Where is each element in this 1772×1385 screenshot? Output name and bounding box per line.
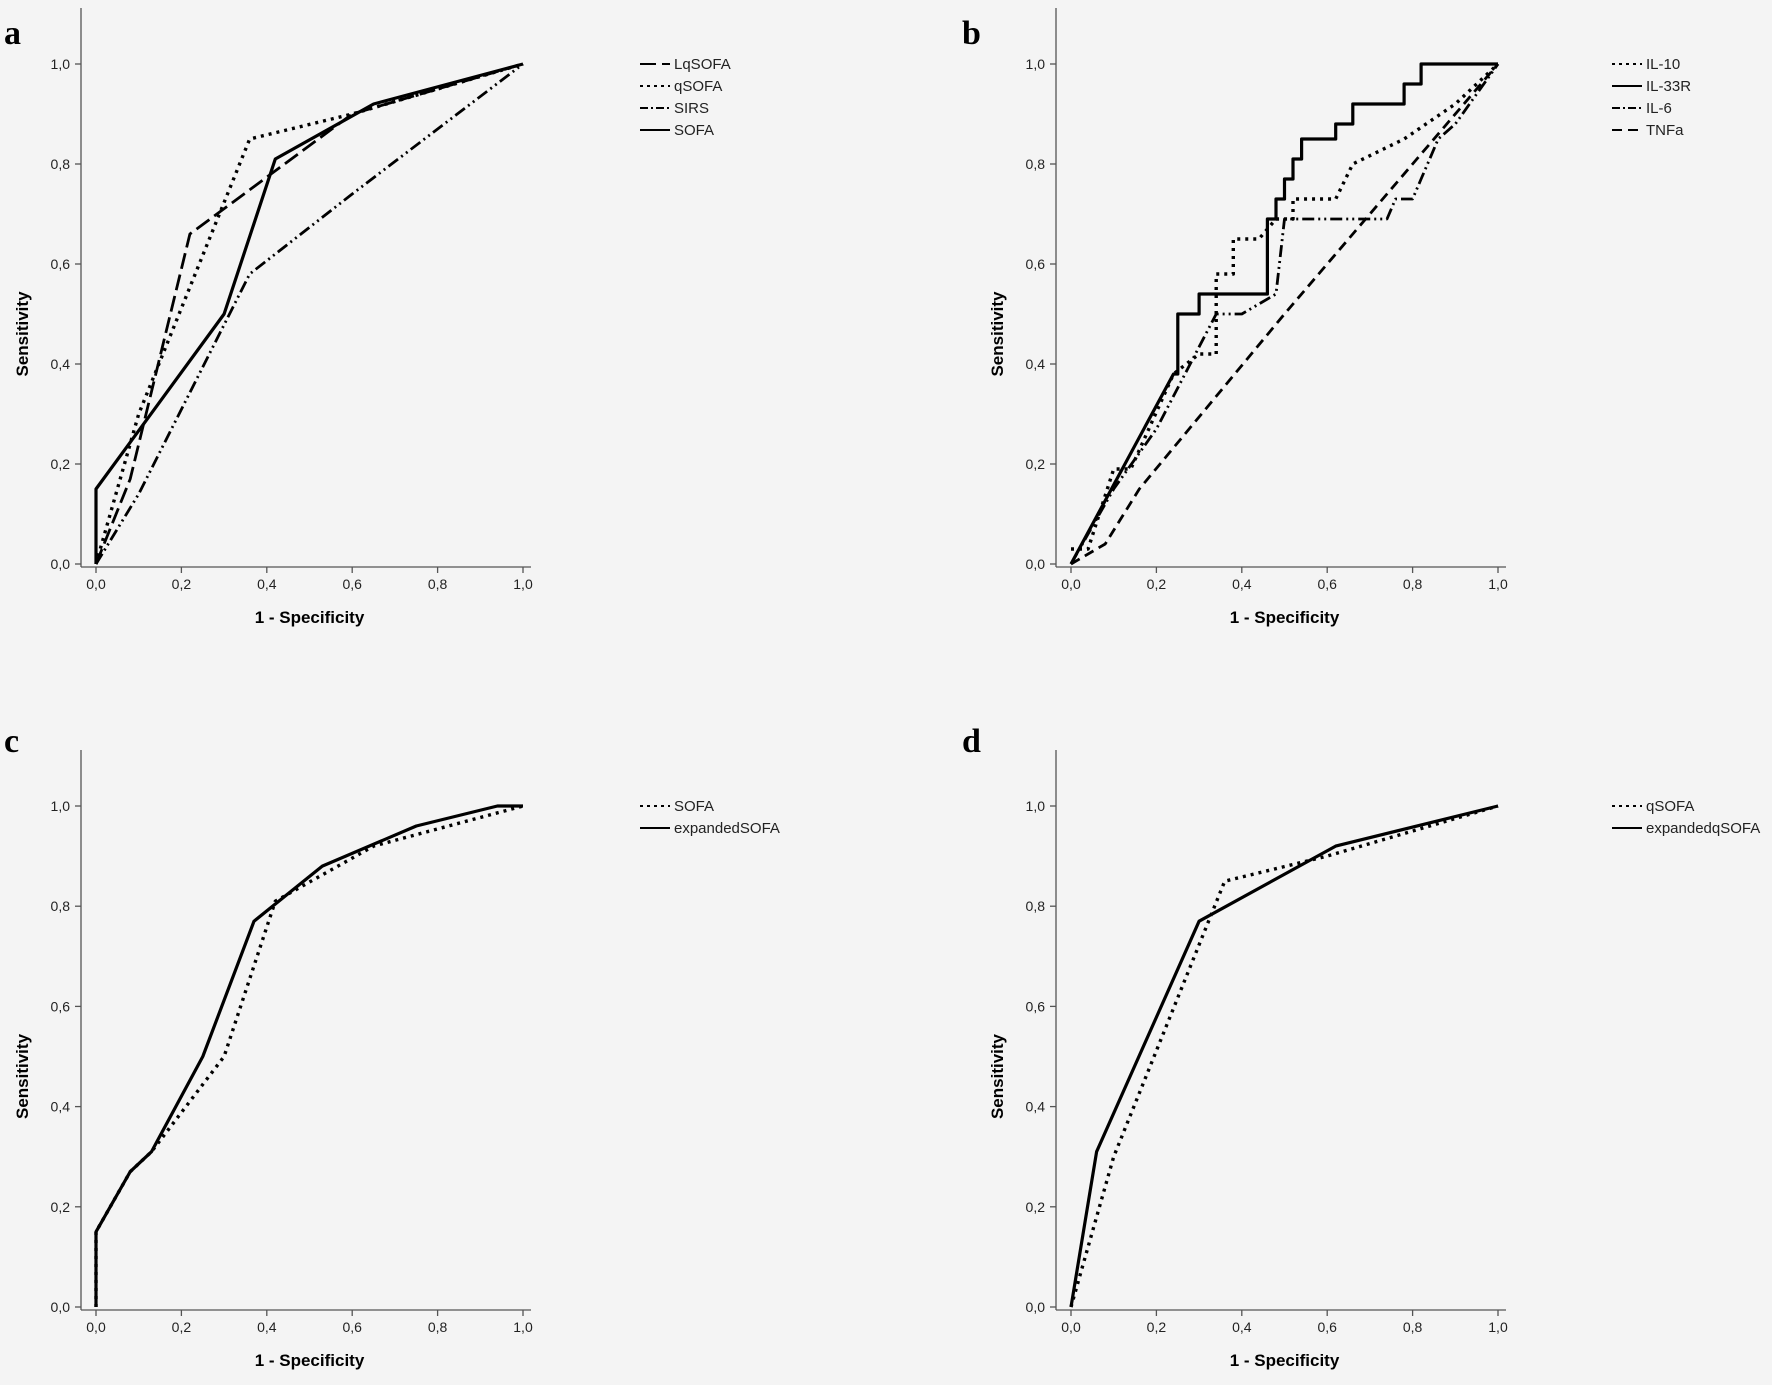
y-tick-label: 1,0 [51,798,71,814]
legend-label: TNFa [1646,122,1684,139]
series-line-tnfa [1070,63,1500,566]
chart-panel-d: d 0,0 0,2 0,4 0,6 0,8 1,0 0,0 0,2 0,4 0,6 0,8 1,0 1 -… [962,723,1760,1370]
x-tick-label: 1,0 [513,576,533,592]
x-tick-label: 0,8 [1403,1319,1423,1335]
x-tick-label: 0,6 [342,1319,362,1335]
x-axis-title: 1 - Specificity [1230,1351,1340,1370]
y-tick-label: 0,6 [1026,998,1046,1014]
x-tick-label: 0,6 [1317,576,1337,592]
y-tick-label: 0,2 [51,1199,71,1215]
series-line-il-6 [1069,63,1500,565]
y-tick-label: 0,0 [1026,1299,1046,1315]
x-axis-title: 1 - Specificity [255,1351,365,1370]
y-tick-label: 0,2 [51,456,71,472]
panel-letter: c [4,723,19,760]
y-tick-label: 0,4 [1026,356,1046,372]
x-tick-label: 0,8 [1403,576,1423,592]
legend-label: IL-10 [1646,56,1680,73]
legend-label: qSOFA [1646,798,1694,815]
y-tick-label: 1,0 [1026,56,1046,72]
y-tick-label: 0,0 [51,556,71,572]
y-tick-label: 0,4 [51,356,71,372]
x-tick-label: 0,8 [428,576,448,592]
series-line-sofa [94,62,524,564]
x-tick-label: 0,4 [257,1319,277,1335]
y-axis-title: Sensitivity [13,291,32,377]
x-tick-label: 1,0 [1488,576,1508,592]
x-tick-label: 1,0 [1488,1319,1508,1335]
y-tick-label: 0,8 [51,156,71,172]
x-tick-label: 0,4 [1232,1319,1252,1335]
x-tick-label: 0,2 [1147,1319,1167,1335]
y-tick-label: 1,0 [51,56,71,72]
panel-letter: b [962,15,981,52]
x-tick-label: 1,0 [513,1319,533,1335]
x-tick-label: 0,0 [1061,1319,1081,1335]
y-tick-label: 1,0 [1026,798,1046,814]
y-tick-label: 0,8 [1026,156,1046,172]
y-tick-label: 0,6 [1026,256,1046,272]
y-tick-label: 0,0 [1026,556,1046,572]
y-tick-label: 0,8 [51,898,71,914]
y-tick-label: 0,2 [1026,456,1046,472]
x-tick-label: 0,2 [1147,576,1167,592]
x-axis-title: 1 - Specificity [255,608,365,627]
x-tick-label: 0,0 [86,1319,106,1335]
x-tick-label: 0,2 [172,576,192,592]
y-tick-label: 0,8 [1026,898,1046,914]
y-tick-label: 0,6 [51,998,71,1014]
x-tick-label: 0,2 [172,1319,192,1335]
series-line-expandedsofa [94,804,523,1307]
y-tick-label: 0,2 [1026,1199,1046,1215]
series-line-qsofa [94,62,524,565]
chart-panel-a: a 0,0 0,2 0,4 0,6 0,8 1,0 0,0 0,2 0,4 0,6 0,8 1,0 1 -… [4,8,731,627]
series-line-il-33r [1069,62,1498,565]
x-tick-label: 0,0 [1061,576,1081,592]
legend-label: SIRS [674,100,709,117]
y-tick-label: 0,0 [51,1299,71,1315]
legend-label: IL-33R [1646,78,1691,95]
legend-label: LqSOFA [674,56,731,73]
x-tick-label: 0,4 [1232,576,1252,592]
x-tick-label: 0,6 [342,576,362,592]
y-axis-title: Sensitivity [13,1033,32,1119]
y-tick-label: 0,4 [51,1099,71,1115]
y-axis-title: Sensitivity [988,291,1007,377]
panel-letter: a [4,15,21,52]
x-tick-label: 0,8 [428,1319,448,1335]
chart-panel-c: c 0,0 0,2 0,4 0,6 0,8 1,0 0,0 0,2 0,4 0,6 0,8 1,0 1 -… [4,723,780,1370]
legend-label: IL-6 [1646,100,1672,117]
x-tick-label: 0,4 [257,576,277,592]
chart-panel-b: b 0,0 0,2 0,4 0,6 0,8 1,0 0,0 0,2 0,4 0,6 0,8 1,0 1 -… [962,8,1691,627]
legend-label: SOFA [674,798,714,815]
legend-label: SOFA [674,122,714,139]
legend-label: qSOFA [674,78,722,95]
y-tick-label: 0,6 [51,256,71,272]
x-tick-label: 0,0 [86,576,106,592]
legend-label: expandedSOFA [674,820,780,837]
legend-label: expandedqSOFA [1646,820,1760,837]
panel-letter: d [962,723,981,760]
x-tick-label: 0,6 [1317,1319,1337,1335]
x-axis-title: 1 - Specificity [1230,608,1340,627]
series-line-expandedqsofa [1069,804,1499,1308]
y-axis-title: Sensitivity [988,1033,1007,1119]
series-line-il-10 [1071,62,1500,551]
y-tick-label: 0,4 [1026,1099,1046,1115]
series-line-qsofa [1069,804,1499,1308]
series-line-sofa [94,804,524,1307]
